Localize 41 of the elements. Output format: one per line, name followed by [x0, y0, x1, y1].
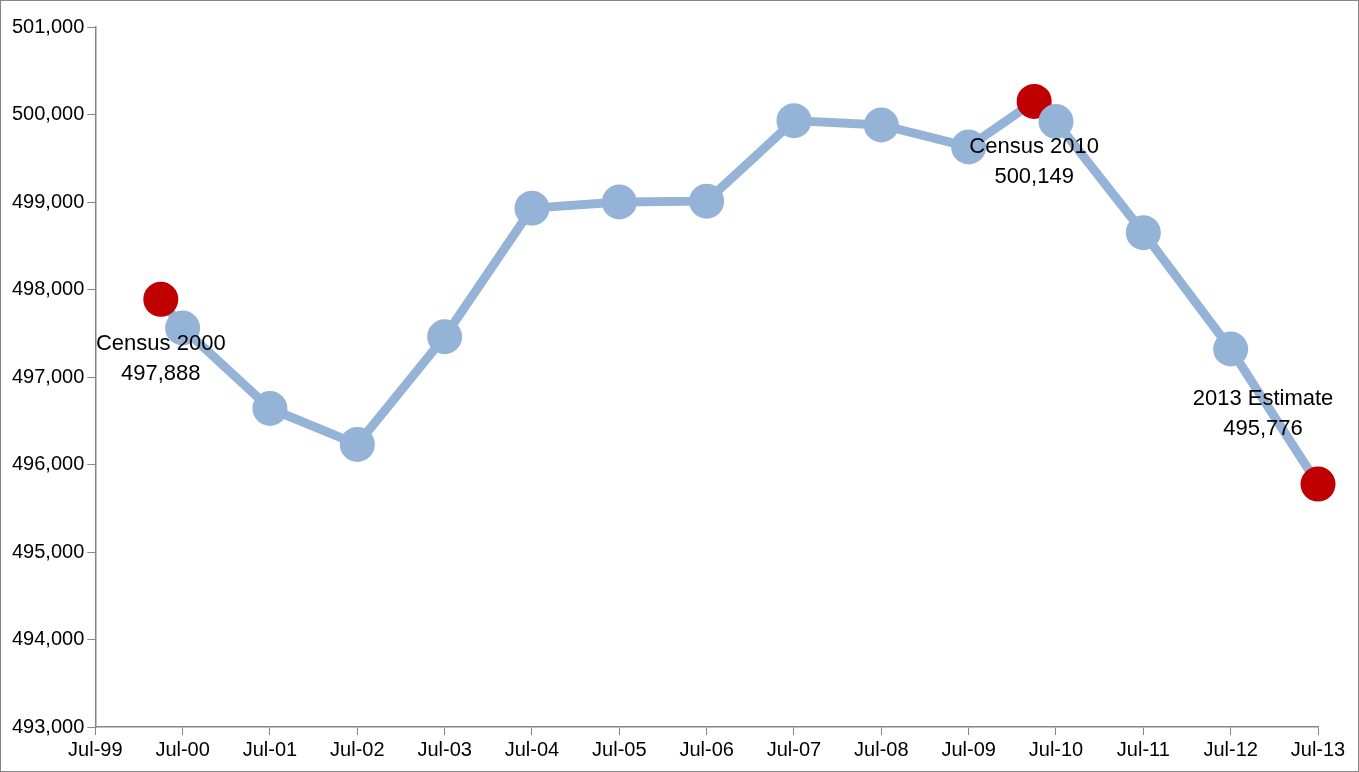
point	[1125, 215, 1161, 251]
x-tick-label: Jul-09	[941, 737, 996, 760]
point	[143, 281, 179, 317]
point	[601, 184, 637, 220]
x-tick-label: Jul-05	[592, 737, 647, 760]
x-tick-label: Jul-02	[330, 737, 385, 760]
point	[776, 103, 812, 139]
point	[1300, 466, 1336, 502]
y-tick-label: 501,000	[12, 14, 85, 37]
y-tick-label: 496,000	[12, 452, 85, 475]
y-tick-label: 493,000	[12, 714, 85, 737]
x-tick-label: Jul-10	[1028, 737, 1084, 760]
x-tick-label: Jul-03	[417, 737, 472, 760]
x-tick-label: Jul-04	[504, 737, 560, 760]
y-tick-label: 500,000	[12, 102, 85, 125]
y-tick-label: 498,000	[12, 277, 85, 300]
y-tick-label: 494,000	[12, 627, 85, 650]
annotation: Census 2000 497,888	[95, 330, 226, 386]
point	[252, 391, 288, 426]
point	[1038, 104, 1074, 139]
x-tick-label: Jul-07	[766, 737, 822, 760]
point	[863, 107, 899, 143]
x-tick-label: Jul-13	[1290, 737, 1346, 760]
point	[339, 426, 375, 462]
annotation: Census 2010 500,149	[969, 132, 1099, 188]
y-tick-label: 497,000	[12, 364, 85, 387]
point	[514, 190, 550, 226]
annotation: 2013 Estimate 495,776	[1192, 385, 1334, 441]
point	[1016, 83, 1052, 119]
x-tick-label: Jul-99	[68, 737, 123, 760]
x-tick-label: Jul-06	[679, 737, 734, 760]
x-tick-label: Jul-00	[155, 737, 210, 760]
x-tick-label: Jul-12	[1203, 737, 1258, 760]
x-tick-label: Jul-08	[854, 737, 909, 760]
y-tick-label: 499,000	[12, 189, 85, 212]
point	[1213, 331, 1249, 367]
point	[427, 319, 463, 355]
x-tick-label: Jul-01	[242, 737, 298, 760]
point	[689, 183, 725, 219]
x-tick-label: Jul-11	[1116, 737, 1170, 760]
y-tick-label: 495,000	[12, 539, 85, 562]
